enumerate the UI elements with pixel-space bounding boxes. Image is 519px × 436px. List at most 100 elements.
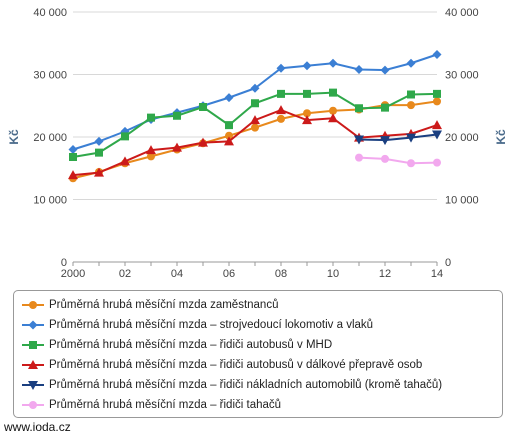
series-5 xyxy=(354,130,442,146)
data-point xyxy=(432,120,442,130)
data-point xyxy=(250,115,260,125)
x-tick-label: 10 xyxy=(327,268,339,280)
y-tick-label-left: 20 000 xyxy=(33,132,67,144)
source-label: www.ioda.cz xyxy=(4,420,71,434)
data-point xyxy=(354,135,364,145)
data-point xyxy=(276,105,286,115)
y-axis-right: 0 10 000 20 000 30 000 40 000 xyxy=(445,7,479,269)
data-point xyxy=(406,133,416,143)
data-point xyxy=(355,153,363,162)
data-point xyxy=(68,145,78,154)
x-tick-label: 12 xyxy=(379,268,391,280)
legend-marker-icon xyxy=(28,381,38,390)
legend-item[interactable]: Průměrná hrubá měsíční mzda – řidiči tah… xyxy=(22,395,494,415)
data-point xyxy=(432,130,442,140)
legend: Průměrná hrubá měsíční mzda zaměstnanců P… xyxy=(13,290,503,418)
legend-item[interactable]: Průměrná hrubá měsíční mzda – řidiči aut… xyxy=(22,335,494,355)
x-tick-label: 08 xyxy=(275,268,287,280)
data-point xyxy=(224,93,234,103)
data-point xyxy=(381,103,389,112)
data-point xyxy=(94,136,104,146)
data-point xyxy=(406,58,416,68)
legend-item[interactable]: Průměrná hrubá měsíční mzda – řidiči aut… xyxy=(22,355,494,375)
data-point xyxy=(354,65,364,74)
y-tick-label-left: 40 000 xyxy=(33,7,67,19)
data-point xyxy=(329,106,337,115)
legend-marker-icon xyxy=(28,320,38,330)
y-axis-title-right: Kč xyxy=(494,129,508,145)
legend-label: Průměrná hrubá měsíční mzda zaměstnanců xyxy=(49,299,279,311)
data-point xyxy=(68,170,78,180)
legend-swatch-icon xyxy=(22,381,44,390)
data-point xyxy=(407,159,415,168)
data-point xyxy=(251,123,259,132)
data-point xyxy=(303,89,311,98)
legend-swatch-icon xyxy=(22,301,44,309)
data-point xyxy=(251,99,259,108)
x-axis: 2000 02 04 06 08 10 12 14 xyxy=(61,261,443,280)
data-point xyxy=(433,158,441,167)
y-axis-left: 0 10 000 20 000 30 000 40 000 xyxy=(33,7,67,269)
series-3 xyxy=(69,88,441,161)
data-point xyxy=(302,115,312,125)
data-point xyxy=(225,131,233,140)
data-point xyxy=(328,113,338,123)
series-6 xyxy=(355,153,441,168)
data-point xyxy=(198,137,208,147)
x-tick-label: 04 xyxy=(171,268,183,280)
legend-label: Průměrná hrubá měsíční mzda – řidiči aut… xyxy=(49,359,423,371)
legend-marker-icon xyxy=(28,360,38,369)
data-point xyxy=(303,109,311,118)
y-axis-title-left: Kč xyxy=(7,129,21,145)
data-point xyxy=(225,121,233,130)
data-point xyxy=(433,89,441,98)
y-tick-label-left: 0 xyxy=(61,257,67,269)
data-point xyxy=(172,142,182,152)
y-tick-label-right: 20 000 xyxy=(445,132,479,144)
series-layer xyxy=(68,50,442,183)
legend-marker-icon xyxy=(29,301,37,309)
legend-swatch-icon xyxy=(22,360,44,369)
y-tick-label-right: 30 000 xyxy=(445,70,479,82)
y-tick-label-right: 0 xyxy=(445,257,451,269)
legend-swatch-icon xyxy=(22,341,44,349)
series-line xyxy=(358,156,438,165)
data-point xyxy=(381,154,389,163)
data-point xyxy=(173,111,181,120)
data-point xyxy=(328,58,338,68)
data-point xyxy=(146,145,156,155)
legend-item[interactable]: Průměrná hrubá měsíční mzda – strojvedou… xyxy=(22,315,494,335)
legend-label: Průměrná hrubá měsíční mzda – řidiči tah… xyxy=(49,399,282,411)
data-point xyxy=(380,136,390,146)
data-point xyxy=(407,90,415,99)
data-point xyxy=(147,113,155,122)
x-tick-label: 2000 xyxy=(61,268,85,280)
data-point xyxy=(121,132,129,141)
data-point xyxy=(94,167,104,177)
data-point xyxy=(250,83,260,93)
data-point xyxy=(277,89,285,98)
data-point xyxy=(69,153,77,161)
x-tick-label: 06 xyxy=(223,268,235,280)
x-tick-label: 02 xyxy=(119,268,131,280)
data-point xyxy=(380,65,390,75)
data-point xyxy=(120,156,130,166)
y-tick-label-left: 10 000 xyxy=(33,195,67,207)
legend-marker-icon xyxy=(29,341,37,349)
y-tick-label-left: 30 000 xyxy=(33,70,67,82)
data-point xyxy=(277,114,285,123)
legend-item[interactable]: Průměrná hrubá měsíční mzda – řidiči nák… xyxy=(22,375,494,395)
y-tick-label-right: 10 000 xyxy=(445,195,479,207)
data-point xyxy=(224,136,234,146)
data-point xyxy=(302,61,312,71)
series-line xyxy=(358,133,438,142)
legend-label: Průměrná hrubá měsíční mzda – řidiči nák… xyxy=(49,379,443,391)
legend-label: Průměrná hrubá měsíční mzda – strojvedou… xyxy=(49,319,374,331)
x-tick-label: 14 xyxy=(431,268,443,280)
line-chart: 0 10 000 20 000 30 000 40 000 0 10 000 20 000 3… xyxy=(7,7,508,280)
y-tick-label-right: 40 000 xyxy=(445,7,479,19)
data-point xyxy=(355,104,363,113)
data-point xyxy=(95,148,103,157)
legend-swatch-icon xyxy=(22,401,44,409)
legend-item[interactable]: Průměrná hrubá měsíční mzda zaměstnanců xyxy=(22,295,494,315)
